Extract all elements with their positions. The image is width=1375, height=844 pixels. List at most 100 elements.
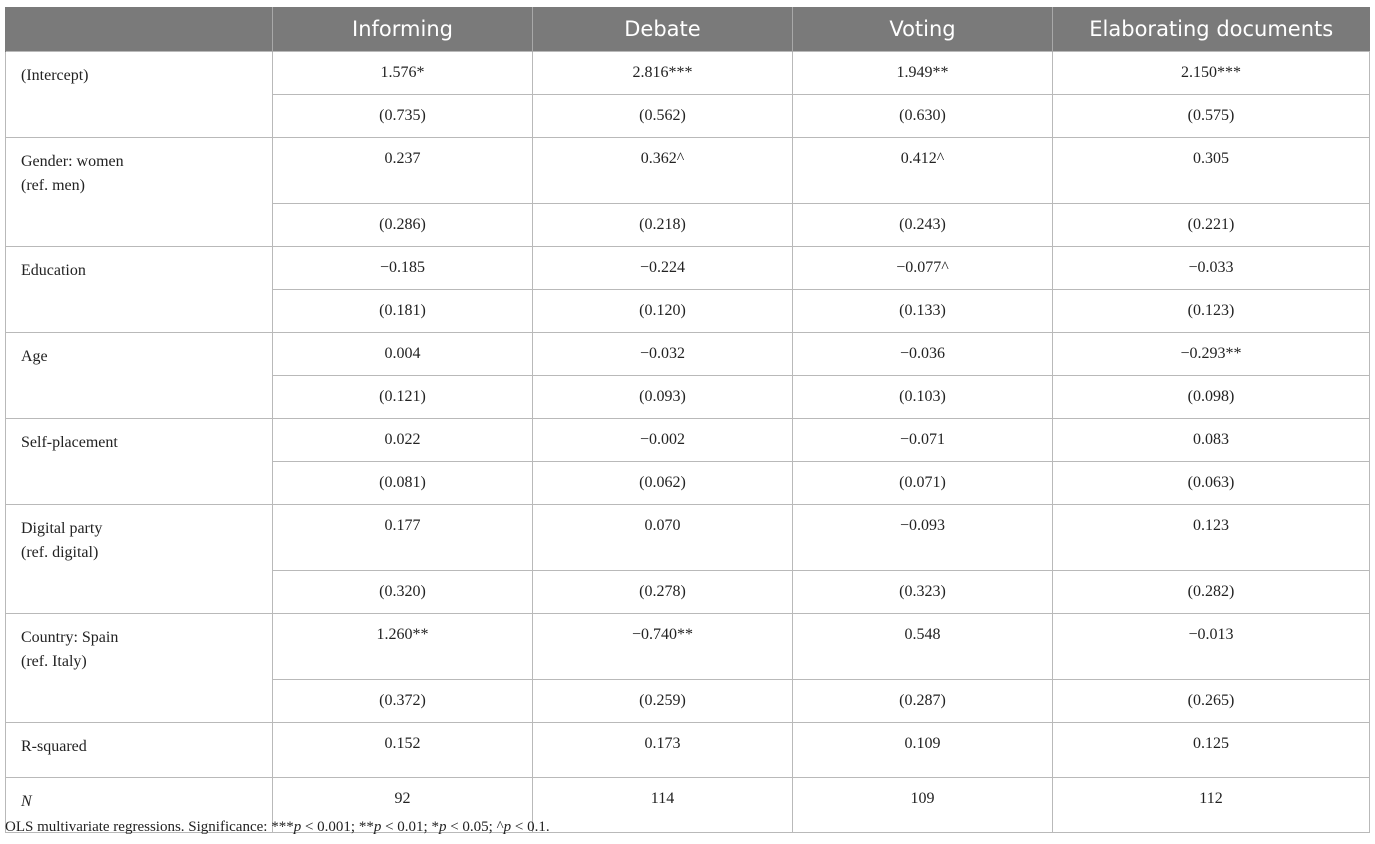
std-error-cell: (0.121)	[272, 375, 533, 419]
std-error-cell: (0.071)	[792, 461, 1053, 505]
sig-mark: ***	[271, 819, 294, 835]
std-error-cell: (0.323)	[792, 570, 1053, 614]
table-row: (0.081) (0.062) (0.071) (0.063)	[6, 461, 1370, 505]
footnote-part: **p < 0.01;	[359, 819, 432, 835]
coefficient-cell: 1.949**	[792, 51, 1053, 95]
footnote-part: ^p < 0.1.	[497, 819, 550, 835]
table-row: R-squared 0.152 0.173 0.109 0.125	[5, 722, 1370, 778]
table-footnote: OLS multivariate regressions. Significan…	[5, 819, 550, 836]
sig-mark: *	[431, 819, 439, 835]
std-error-cell: (0.562)	[532, 94, 793, 138]
regression-table: Informing Debate Voting Elaborating docu…	[5, 7, 1370, 833]
row-label-line: Country: Spain	[21, 629, 119, 646]
threshold: < 0.1.	[511, 819, 550, 835]
summary-label: R-squared	[5, 722, 273, 778]
row-label-line: Education	[21, 262, 86, 279]
row-label-line: (ref. men)	[21, 177, 85, 194]
coefficient-cell: −0.077^	[792, 246, 1053, 290]
coefficient-cell: 2.816***	[532, 51, 793, 95]
std-error-cell: (0.098)	[1052, 375, 1370, 419]
table-row: Country: Spain (ref. Italy) 1.260** −0.740*…	[5, 613, 1370, 723]
coefficient-cell: 0.412^	[792, 137, 1053, 204]
std-error-cell: (0.243)	[792, 203, 1053, 247]
sig-mark: **	[358, 819, 374, 835]
summary-value-cell: 114	[532, 777, 793, 833]
footnote-part: ***p < 0.001;	[271, 819, 359, 835]
coefficient-cell: −0.071	[792, 418, 1053, 462]
std-error-cell: (0.287)	[792, 679, 1053, 723]
std-error-cell: (0.221)	[1052, 203, 1370, 247]
threshold: < 0.05;	[446, 819, 497, 835]
row-label-line: Self-placement	[21, 434, 118, 451]
p-symbol: p	[438, 819, 447, 835]
row-label: Education	[5, 246, 273, 333]
table-row: Self-placement 0.022 −0.002 −0.071 0.083	[5, 418, 1370, 505]
coefficient-cell: −0.093	[792, 504, 1053, 571]
table-body: (Intercept) 1.576* 2.816*** 1.949** 2.150***…	[5, 51, 1370, 833]
summary-value-cell: 112	[1052, 777, 1370, 833]
header-cell-blank	[5, 7, 273, 52]
coefficient-cell: 1.260**	[272, 613, 533, 680]
threshold: < 0.01;	[381, 819, 432, 835]
table-row: Digital party (ref. digital) 0.177 0.070 −0.…	[5, 504, 1370, 614]
std-error-cell: (0.123)	[1052, 289, 1370, 333]
footnote-part: *p < 0.05;	[431, 819, 496, 835]
table-row: (0.286) (0.218) (0.243) (0.221)	[6, 203, 1370, 247]
table-row: (0.372) (0.259) (0.287) (0.265)	[6, 679, 1370, 723]
p-symbol: p	[373, 819, 382, 835]
coefficient-cell: −0.013	[1052, 613, 1370, 680]
row-label-line: (Intercept)	[21, 67, 89, 84]
row-label: Self-placement	[5, 418, 273, 505]
std-error-cell: (0.278)	[532, 570, 793, 614]
row-label-line: Gender: women	[21, 153, 124, 170]
std-error-cell: (0.735)	[272, 94, 533, 138]
row-label-line: Digital party	[21, 520, 103, 537]
row-label-line: (ref. digital)	[21, 544, 99, 561]
std-error-cell: (0.630)	[792, 94, 1053, 138]
table-row: Age 0.004 −0.032 −0.036 −0.293**	[5, 332, 1370, 419]
row-label: Age	[5, 332, 273, 419]
coefficient-cell: −0.036	[792, 332, 1053, 376]
coefficient-cell: 0.123	[1052, 504, 1370, 571]
coefficient-cell: 0.362^	[532, 137, 793, 204]
coefficient-cell: −0.002	[532, 418, 793, 462]
table-row: Gender: women (ref. men) 0.237 0.362^ 0.412^…	[5, 137, 1370, 247]
header-row: Informing Debate Voting Elaborating docu…	[5, 7, 1370, 52]
summary-value-cell: 0.173	[532, 722, 793, 778]
coefficient-cell: −0.293**	[1052, 332, 1370, 376]
table-row: N 92 114 109 112	[5, 777, 1370, 833]
std-error-cell: (0.120)	[532, 289, 793, 333]
std-error-cell: (0.093)	[532, 375, 793, 419]
std-error-cell: (0.372)	[272, 679, 533, 723]
coefficient-cell: 0.177	[272, 504, 533, 571]
coefficient-cell: 0.083	[1052, 418, 1370, 462]
row-label: Country: Spain (ref. Italy)	[5, 613, 273, 723]
header-cell-informing: Informing	[272, 7, 533, 52]
row-label: Digital party (ref. digital)	[5, 504, 273, 614]
p-symbol: p	[293, 819, 302, 835]
threshold: < 0.001;	[301, 819, 359, 835]
coefficient-cell: 0.305	[1052, 137, 1370, 204]
coefficient-cell: 0.237	[272, 137, 533, 204]
coefficient-cell: −0.740**	[532, 613, 793, 680]
p-symbol: p	[503, 819, 512, 835]
std-error-cell: (0.133)	[792, 289, 1053, 333]
coefficient-cell: 0.070	[532, 504, 793, 571]
header-cell-voting: Voting	[792, 7, 1053, 52]
table-row: (0.320) (0.278) (0.323) (0.282)	[6, 570, 1370, 614]
header-cell-debate: Debate	[532, 7, 793, 52]
std-error-cell: (0.265)	[1052, 679, 1370, 723]
std-error-cell: (0.081)	[272, 461, 533, 505]
regression-table-container: Informing Debate Voting Elaborating docu…	[5, 7, 1370, 833]
std-error-cell: (0.181)	[272, 289, 533, 333]
row-label: (Intercept)	[5, 51, 273, 138]
row-label-line: Age	[21, 348, 48, 365]
row-label-line: (ref. Italy)	[21, 653, 87, 670]
summary-value-cell: 0.125	[1052, 722, 1370, 778]
std-error-cell: (0.218)	[532, 203, 793, 247]
coefficient-cell: −0.032	[532, 332, 793, 376]
coefficient-cell: 0.022	[272, 418, 533, 462]
table-row: Education −0.185 −0.224 −0.077^ −0.033	[5, 246, 1370, 333]
table-row: (0.735) (0.562) (0.630) (0.575)	[6, 94, 1370, 138]
summary-value-cell: 92	[272, 777, 533, 833]
